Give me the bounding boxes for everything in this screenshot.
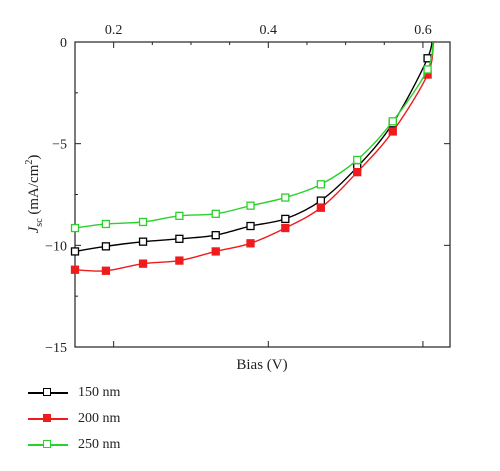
data-point-1-0 <box>70 265 80 274</box>
x-tick-label: 0.6 <box>414 23 432 38</box>
y-tick-label: −15 <box>45 341 67 356</box>
legend-label-250nm: 250 nm <box>78 437 121 452</box>
data-point-0-5 <box>246 221 255 231</box>
data-point-2-9 <box>388 117 397 126</box>
data-point-1-5 <box>246 239 255 248</box>
legend-swatch-200nm <box>28 413 68 425</box>
x-tick-label: 0.4 <box>260 23 278 38</box>
y-axis-title: Jsc (mA/cm2) <box>24 155 45 234</box>
data-point-0-1 <box>101 242 111 251</box>
data-point-1-8 <box>353 167 362 177</box>
legend-swatch-150nm <box>28 387 68 399</box>
data-point-1-4 <box>211 247 220 256</box>
axis-ticks <box>74 41 450 348</box>
data-point-2-8 <box>353 155 362 165</box>
data-point-2-5 <box>246 201 255 210</box>
data-point-0-7 <box>316 196 326 205</box>
legend-item-150nm: 150 nm <box>28 380 120 406</box>
data-point-2-10 <box>423 65 432 74</box>
data-point-2-6 <box>281 193 290 202</box>
legend-label-200nm: 200 nm <box>78 411 121 426</box>
series-line-2 <box>75 42 439 229</box>
data-point-1-6 <box>281 223 290 233</box>
legend-item-200nm: 200 nm <box>28 406 120 432</box>
data-point-2-4 <box>211 209 220 218</box>
y-tick-label: 0 <box>60 36 67 51</box>
data-point-2-2 <box>138 217 148 227</box>
y-tick-label: −10 <box>45 239 67 254</box>
y-tick-label: −5 <box>52 138 67 153</box>
data-point-1-2 <box>138 259 148 268</box>
data-point-0-0 <box>70 247 80 256</box>
series-line-1 <box>75 42 439 272</box>
data-point-2-1 <box>101 219 111 229</box>
series-layer <box>70 42 439 275</box>
data-point-1-3 <box>175 256 184 265</box>
data-point-1-1 <box>101 266 111 275</box>
data-point-2-7 <box>316 180 326 189</box>
x-axis-title: Bias (V) <box>236 357 287 373</box>
legend-swatch-250nm <box>28 439 68 451</box>
data-point-0-4 <box>211 231 220 240</box>
x-tick-label: 0.2 <box>105 23 123 38</box>
legend: 150 nm 200 nm 250 nm <box>28 380 120 458</box>
legend-label-150nm: 150 nm <box>78 385 121 400</box>
data-point-1-7 <box>316 203 326 212</box>
axis-tick-labels: 0.2 0.4 0.6 0 −5 −10 −15 <box>45 23 432 356</box>
data-point-2-0 <box>70 223 80 233</box>
data-point-0-3 <box>175 234 184 243</box>
data-point-0-2 <box>138 237 148 246</box>
data-point-1-9 <box>388 127 397 136</box>
legend-item-250nm: 250 nm <box>28 432 120 458</box>
data-point-2-3 <box>175 211 184 221</box>
plot-frame <box>74 41 451 348</box>
series-line-0 <box>75 42 439 253</box>
data-point-0-6 <box>281 214 290 224</box>
